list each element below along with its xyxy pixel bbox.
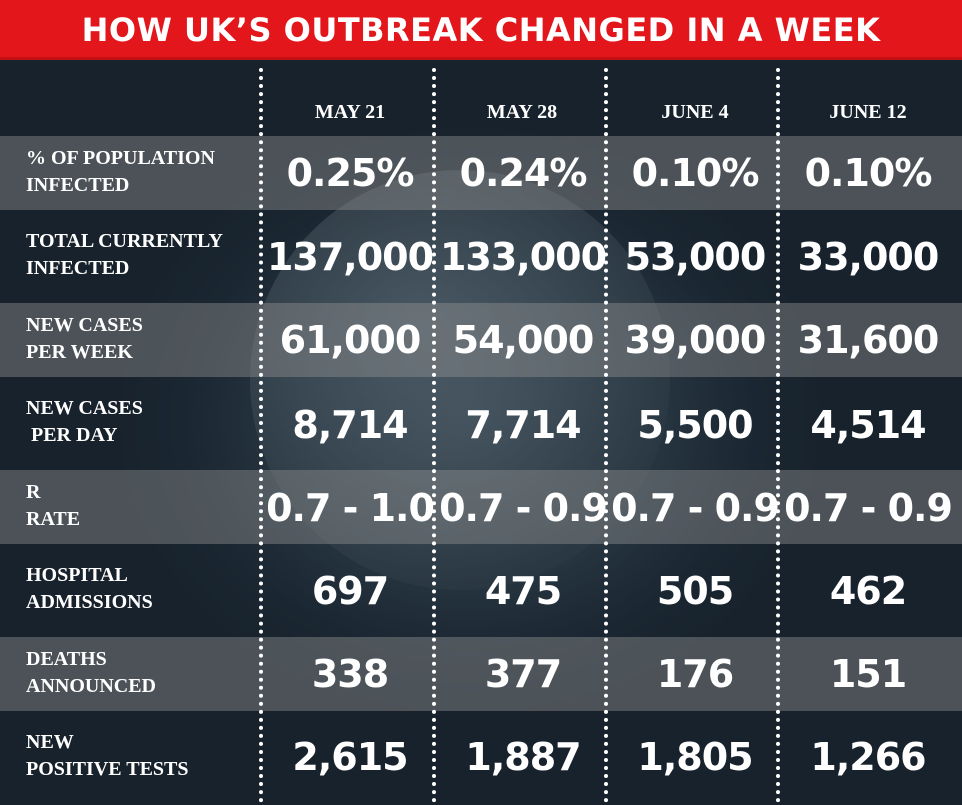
table-cell: 0.10% — [804, 151, 933, 195]
row-band — [0, 303, 962, 377]
column-divider — [259, 68, 263, 803]
page-title: HOW UK’S OUTBREAK CHANGED IN A WEEK — [0, 0, 962, 60]
table-cell: 1,887 — [465, 735, 581, 779]
column-header: MAY 28 — [486, 101, 558, 123]
table-cell: 33,000 — [797, 235, 940, 279]
row-label: TOTAL CURRENTLY INFECTED — [26, 230, 223, 279]
table-cell: 505 — [656, 569, 734, 613]
table-cell: 4,514 — [810, 403, 926, 447]
table-cell: 0.7 - 0.9 — [784, 486, 953, 530]
table-cell: 133,000 — [439, 235, 607, 279]
row-band — [0, 637, 962, 711]
table-cell: 2,615 — [292, 735, 408, 779]
table-cell: 462 — [829, 569, 907, 613]
row-label: DEATHS ANNOUNCED — [26, 648, 156, 697]
table-cell: 8,714 — [292, 403, 408, 447]
table-cell: 0.7 - 0.9 — [611, 486, 780, 530]
table-cell: 0.24% — [459, 151, 588, 195]
table-cell: 5,500 — [637, 403, 753, 447]
table-cell: 1,266 — [810, 735, 926, 779]
table-cell: 475 — [484, 569, 562, 613]
table-cell: 697 — [311, 569, 389, 613]
column-header: JUNE 4 — [661, 101, 729, 123]
column-divider — [432, 68, 436, 803]
row-band — [0, 470, 962, 544]
table-cell: 39,000 — [624, 318, 767, 362]
table-cell: 377 — [484, 652, 562, 696]
table-cell: 61,000 — [279, 318, 422, 362]
row-label: % OF POPULATION INFECTED — [26, 147, 215, 196]
row-label: NEW CASES PER WEEK — [26, 314, 143, 363]
row-label: NEW CASES PER DAY — [26, 397, 143, 446]
table-cell: 1,805 — [637, 735, 753, 779]
column-header: MAY 21 — [314, 101, 386, 123]
row-label: HOSPITAL ADMISSIONS — [26, 564, 153, 613]
table-cell: 0.7 - 1.0 — [266, 486, 435, 530]
table-cell: 338 — [311, 652, 389, 696]
table-cell: 0.7 - 0.9 — [439, 486, 608, 530]
table-cell: 176 — [656, 652, 734, 696]
row-band — [0, 136, 962, 210]
table-cell: 7,714 — [465, 403, 581, 447]
table-cell: 0.10% — [631, 151, 760, 195]
table-cell: 151 — [829, 652, 907, 696]
column-divider — [776, 68, 780, 803]
column-divider — [604, 68, 608, 803]
table-cell: 31,600 — [797, 318, 940, 362]
row-label: NEW POSITIVE TESTS — [26, 731, 189, 780]
table-cell: 54,000 — [452, 318, 595, 362]
table-cell: 0.25% — [286, 151, 415, 195]
virus-illustration — [250, 170, 670, 590]
table-cell: 137,000 — [266, 235, 434, 279]
row-label: R RATE — [26, 481, 81, 530]
table-cell: 53,000 — [624, 235, 767, 279]
column-header: JUNE 12 — [829, 101, 907, 123]
